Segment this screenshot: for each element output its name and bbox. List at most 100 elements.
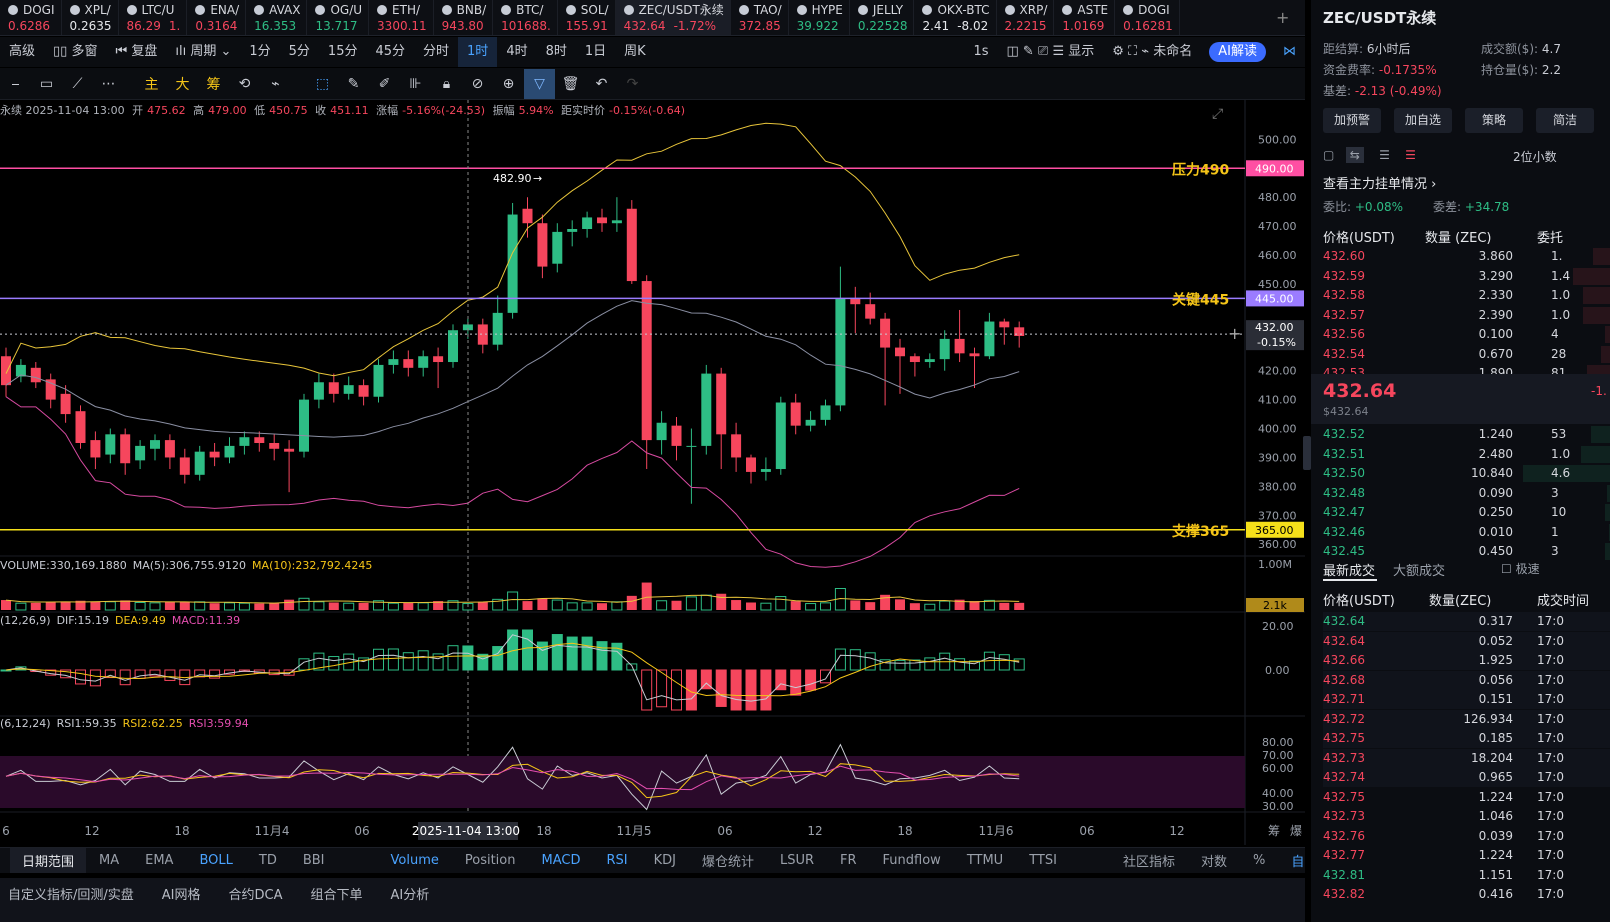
ticker-item[interactable]: SOL/155.91: [558, 0, 616, 35]
view-orders-link[interactable]: 查看主力挂单情况 ›: [1323, 177, 1437, 192]
ruler-icon[interactable]: ✎: [347, 75, 360, 92]
indicator-tab-3[interactable]: BOLL: [199, 853, 233, 868]
add-ticker-icon[interactable]: +: [1276, 8, 1290, 27]
period-11[interactable]: 8时: [537, 37, 576, 67]
add-alert-button[interactable]: 加预警: [1323, 108, 1381, 133]
bottom-tab-4[interactable]: AI分析: [390, 888, 430, 903]
bottom-tab-1[interactable]: AI网格: [161, 888, 201, 903]
orderbook-view-icons[interactable]: ▢ ⇆ ☰ ☰: [1323, 147, 1416, 163]
undo-icon[interactable]: ↶: [595, 75, 608, 92]
lock-icon[interactable]: 🔒︎: [442, 75, 451, 92]
period-7[interactable]: 45分: [366, 37, 414, 67]
ticker-item[interactable]: ENA/0.3164: [187, 0, 247, 35]
bid-row[interactable]: 432.50 10.840 4.6: [1323, 464, 1610, 483]
period-6[interactable]: 15分: [319, 37, 367, 67]
indicator-tab-7[interactable]: Position: [464, 853, 516, 868]
axis-right-label[interactable]: 筹: [1268, 824, 1280, 838]
magnet-icon[interactable]: ⊕: [502, 75, 515, 92]
ticker-item[interactable]: XPL/0.2635: [62, 0, 119, 35]
period-4[interactable]: 1分: [240, 37, 279, 67]
rectangle-icon[interactable]: ▭: [39, 75, 54, 92]
ask-row[interactable]: 432.54 0.670 28: [1323, 345, 1610, 364]
bid-row[interactable]: 432.46 0.010 1: [1323, 523, 1610, 542]
ticker-item[interactable]: DOGI 0.16281: [1115, 0, 1180, 35]
trade-header-qty[interactable]: 数量(ZEC): [1429, 594, 1492, 609]
toolbar-right-2[interactable]: ⚙ ⛶ ⌁ 未命名: [1103, 37, 1201, 67]
ticker-item[interactable]: XRP/2.2215: [997, 0, 1055, 35]
simple-button[interactable]: 简洁: [1536, 108, 1594, 133]
pattern-icon[interactable]: ⊪: [409, 75, 422, 92]
ticker-item[interactable]: TAO/372.85: [731, 0, 789, 35]
bottom-tab-3[interactable]: 组合下单: [310, 888, 363, 903]
ask-row[interactable]: 432.60 3.860 1.: [1323, 247, 1610, 266]
indicator-tab-12[interactable]: LSUR: [779, 853, 815, 868]
ticker-item[interactable]: JELLY 0.22528: [850, 0, 915, 35]
toolbar-right-3[interactable]: AI解读: [1209, 42, 1266, 62]
pen-icon[interactable]: ✐: [378, 75, 391, 92]
indicator-tab-18[interactable]: 对数: [1200, 855, 1227, 870]
bid-row[interactable]: 432.45 0.450 3: [1323, 542, 1610, 561]
indicator-tab-1[interactable]: MA: [99, 853, 120, 868]
trash-icon[interactable]: 🗑︎: [561, 75, 580, 92]
tab-latest-trades[interactable]: 最新成交: [1323, 560, 1377, 581]
trend-line-icon[interactable]: ⟋: [72, 75, 83, 92]
indicator-tab-19[interactable]: %: [1252, 853, 1266, 868]
horizontal-line-icon[interactable]: ⎯: [12, 75, 19, 92]
period-13[interactable]: 周K: [615, 37, 655, 67]
indicator-tab-16[interactable]: TTSI: [1029, 853, 1057, 868]
strategy-button[interactable]: 策略: [1465, 108, 1523, 133]
expand-icon[interactable]: ⤢: [1212, 106, 1223, 122]
brush-icon[interactable]: ⌁: [271, 75, 280, 92]
period-5[interactable]: 5分: [280, 37, 319, 67]
bid-row[interactable]: 432.52 1.240 53: [1323, 425, 1610, 444]
bid-row[interactable]: 432.51 2.480 1.0: [1323, 445, 1610, 464]
period-1[interactable]: ▯▯ 多窗: [44, 37, 106, 67]
ob-header-qty[interactable]: 数量 (ZEC): [1425, 231, 1492, 246]
share-icon[interactable]: ⋈: [1283, 44, 1296, 59]
big-order-toggle[interactable]: 大: [175, 76, 190, 93]
hide-icon[interactable]: ⊘: [471, 75, 484, 92]
ticker-item[interactable]: ASTE 1.0169: [1054, 0, 1116, 35]
indicator-tab-15[interactable]: TTMU: [966, 853, 1004, 868]
filter-icon[interactable]: ▽: [524, 68, 555, 99]
ask-row[interactable]: 432.59 3.290 1.4: [1323, 267, 1610, 286]
bottom-tab-0[interactable]: 自定义指标/回测/实盘: [8, 888, 134, 903]
ticker-item[interactable]: AVAX 16.353: [246, 0, 308, 35]
indicator-tab-17[interactable]: 社区指标: [1122, 855, 1175, 870]
indicator-tab-9[interactable]: RSI: [606, 853, 628, 868]
bid-row[interactable]: 432.48 0.090 3: [1323, 484, 1610, 503]
indicator-tab-20[interactable]: 自动: [1291, 855, 1305, 870]
indicator-tab-14[interactable]: Fundflow: [882, 853, 941, 868]
period-2[interactable]: ⏮ 复盘: [106, 37, 166, 67]
ticker-item[interactable]: OG/U 13.717: [307, 0, 370, 35]
indicator-tab-11[interactable]: 爆仓统计: [701, 855, 754, 870]
precision-select[interactable]: 2位小数: [1513, 150, 1557, 164]
tab-large-trades[interactable]: 大额成交: [1393, 564, 1446, 579]
period-12[interactable]: 1日: [576, 37, 615, 67]
ticker-item[interactable]: OKX-BTC 2.41 -8.02: [914, 0, 997, 35]
ticker-item[interactable]: ETH/3300.11: [369, 0, 434, 35]
indicator-tab-2[interactable]: EMA: [145, 853, 174, 868]
select-icon[interactable]: ⬚: [315, 75, 330, 92]
measure-icon[interactable]: ⟲: [238, 75, 251, 92]
ask-row[interactable]: 432.56 0.100 4: [1323, 325, 1610, 344]
axis-right-label[interactable]: 爆: [1290, 824, 1302, 838]
indicator-tab-5[interactable]: BBI: [302, 853, 325, 868]
ask-row[interactable]: 432.57 2.390 1.0: [1323, 306, 1610, 325]
panel-collapse-handle[interactable]: [1303, 436, 1311, 470]
bid-row[interactable]: 432.47 0.250 10: [1323, 503, 1610, 522]
main-force-toggle[interactable]: 主: [144, 76, 159, 93]
toolbar-right-0[interactable]: 1s: [964, 37, 997, 67]
indicator-tab-0[interactable]: 日期范围: [10, 848, 87, 873]
period-3[interactable]: ılı 周期 ⌄: [166, 37, 240, 67]
indicator-tab-4[interactable]: TD: [258, 853, 277, 868]
bottom-tab-2[interactable]: 合约DCA: [228, 888, 283, 903]
redo-icon[interactable]: ↷: [626, 75, 639, 92]
indicator-tab-8[interactable]: MACD: [541, 853, 581, 868]
fast-toggle[interactable]: ☐ 极速: [1501, 562, 1540, 576]
ticker-item[interactable]: HYPE 39.922: [789, 0, 850, 35]
toolbar-right-1[interactable]: ◫ ✎ ⎚ ☰ 显示: [997, 37, 1103, 67]
indicator-tab-13[interactable]: FR: [840, 853, 857, 868]
more-tools-icon[interactable]: ⋯: [101, 75, 116, 92]
add-watchlist-button[interactable]: 加自选: [1394, 108, 1452, 133]
